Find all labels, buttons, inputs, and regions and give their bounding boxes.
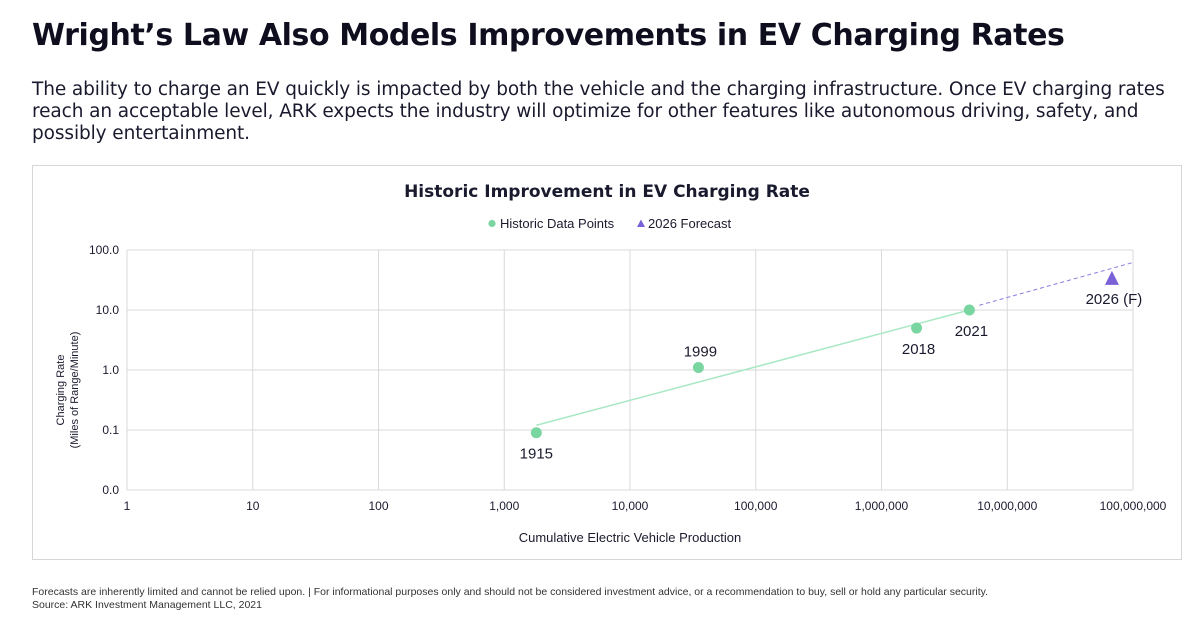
legend-historic-marker [488,219,496,228]
data-label-1999: 1999 [684,344,717,361]
legend-forecast-label: 2026 Forecast [648,216,731,231]
y-tick-label: 100.0 [89,243,119,257]
x-tick-label: 1,000,000 [855,499,909,513]
x-tick-label: 100 [368,499,388,513]
forecast-point [1104,270,1119,285]
data-label-forecast: 2026 (F) [1086,291,1143,308]
chart-title: Historic Improvement in EV Charging Rate [404,182,810,202]
x-tick-label: 1,000 [489,499,519,513]
x-tick-label: 10 [246,499,260,513]
page-subtitle: The ability to charge an EV quickly is i… [32,79,1165,144]
y-tick-label: 10.0 [96,303,120,317]
page-title: Wright’s Law Also Models Improvements in… [32,18,1065,53]
axis-ticks: 0.0 0.1 1.0 10.0 100.0 1 10 100 1,000 10,000 100,0… [89,243,1167,513]
legend-forecast-marker [637,219,645,227]
chart-legend: Historic Data Points 2026 Forecast [488,216,731,231]
historic-trendline [536,309,970,426]
data-points: 1915 1999 2018 2021 2026 (F) [520,270,1143,463]
grid [126,249,1134,491]
x-tick-label: 10,000,000 [977,499,1037,513]
x-tick-label: 100,000,000 [1100,499,1167,513]
chart-svg: Historic Improvement in EV Charging Rate… [55,182,1167,545]
data-label-2021: 2021 [955,323,988,340]
x-axis-title: Cumulative Electric Vehicle Production [519,530,742,545]
y-axis-label: Charging Rate (Miles of Range/Minute) [55,332,81,449]
chart-panel: Historic Improvement in EV Charging Rate… [32,165,1182,560]
footer-disclaimer: Forecasts are inherently limited and can… [32,586,989,598]
x-tick-label: 1 [124,499,131,513]
historic-point-1999 [692,362,704,374]
data-label-2018: 2018 [902,341,935,358]
x-tick-label: 10,000 [612,499,649,513]
y-axis-title: Charging Rate [55,355,67,426]
y-tick-label: 1.0 [102,363,119,377]
legend-historic-label: Historic Data Points [500,216,615,231]
data-label-1915: 1915 [520,446,553,463]
x-tick-label: 100,000 [734,499,778,513]
historic-point-2018 [911,322,923,334]
historic-point-2021 [963,304,975,316]
footer-source: Source: ARK Investment Management LLC, 2… [32,598,262,611]
forecast-dashed-line [979,261,1134,306]
y-axis-subtitle: (Miles of Range/Minute) [69,332,81,449]
historic-point-1915 [530,427,542,439]
y-tick-label: 0.1 [102,423,119,437]
footer: Forecasts are inherently limited and can… [32,586,988,611]
y-tick-label: 0.0 [102,483,119,497]
trend-lines [536,261,1134,426]
ark-logo-icon [1140,0,1200,18]
